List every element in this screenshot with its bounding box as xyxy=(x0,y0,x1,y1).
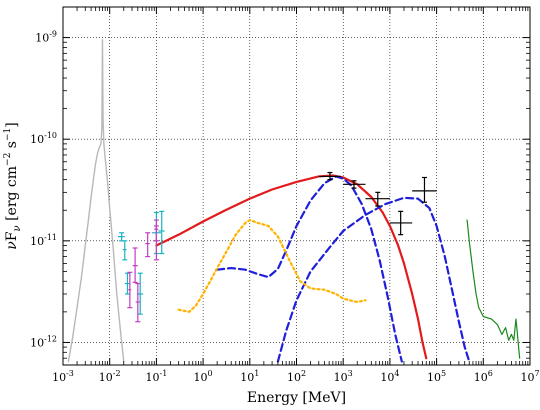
red-solid-line-1 xyxy=(155,174,428,360)
x-tick-exponent: -3 xyxy=(66,369,74,378)
y-tick-exponent: -12 xyxy=(44,334,57,343)
x-tick-label: 105 xyxy=(427,369,446,384)
magenta-errorbars-series xyxy=(127,219,159,323)
x-tick-base: 10 xyxy=(520,371,534,384)
y-axis-title: νFν [erg cm−2 s−1] xyxy=(3,122,23,249)
x-tick-base: 10 xyxy=(427,371,441,384)
y-axis-title-f: F xyxy=(4,231,20,241)
x-tick-base: 10 xyxy=(380,371,394,384)
y-tick-base: 10 xyxy=(35,32,49,45)
y-axis-title-unit-open: [erg cm xyxy=(4,166,20,225)
green-solid-line-5 xyxy=(466,219,521,359)
orange-dotted-line-4 xyxy=(177,218,367,313)
x-tick-label: 10-1 xyxy=(146,369,168,384)
plot-clipped-group xyxy=(67,39,521,363)
y-tick-exponent: -10 xyxy=(44,131,57,140)
x-tick-label: 100 xyxy=(194,369,213,384)
black-errorbars-series xyxy=(318,171,437,236)
y-axis-title-sub: ν xyxy=(12,225,23,231)
x-tick-label: 102 xyxy=(287,369,306,384)
y-tick-label: 10-10 xyxy=(30,131,57,146)
y-tick-base: 10 xyxy=(30,235,44,248)
x-tick-exponent: -1 xyxy=(160,369,168,378)
y-axis-title-s: s xyxy=(4,141,20,153)
x-tick-exponent: 0 xyxy=(208,369,213,378)
x-tick-base: 10 xyxy=(334,371,348,384)
blue-dashed-line-2 xyxy=(216,175,403,363)
x-tick-exponent: -2 xyxy=(113,369,121,378)
x-tick-base: 10 xyxy=(194,371,208,384)
x-tick-base: 10 xyxy=(146,371,160,384)
x-tick-exponent: 4 xyxy=(394,369,399,378)
x-tick-exponent: 5 xyxy=(441,369,446,378)
y-tick-exponent: -9 xyxy=(49,30,57,39)
ticks: 10-3 10-2 10-1 100 101 102 103 104 105 106 10710-1… xyxy=(30,6,540,384)
y-tick-label: 10-12 xyxy=(30,334,57,349)
x-tick-exponent: 3 xyxy=(348,369,353,378)
x-tick-label: 10-2 xyxy=(99,369,121,384)
x-tick-base: 10 xyxy=(52,371,66,384)
x-tick-label: 107 xyxy=(520,369,539,384)
x-tick-label: 101 xyxy=(240,369,259,384)
x-tick-base: 10 xyxy=(240,371,254,384)
series-layer xyxy=(67,39,521,363)
x-tick-label: 103 xyxy=(334,369,353,384)
y-tick-label: 10-9 xyxy=(35,30,57,45)
x-tick-base: 10 xyxy=(474,371,488,384)
x-axis-title: Energy [MeV] xyxy=(247,390,346,406)
y-axis-title-nu: ν xyxy=(4,241,20,250)
y-axis-title-close: ] xyxy=(4,122,20,127)
y-tick-label: 10-11 xyxy=(30,233,57,248)
x-tick-label: 10-3 xyxy=(52,369,74,384)
plot-background xyxy=(63,7,530,365)
x-tick-base: 10 xyxy=(287,371,301,384)
y-tick-base: 10 xyxy=(30,133,44,146)
y-axis-title-exp2: −1 xyxy=(3,128,13,141)
x-tick-exponent: 6 xyxy=(488,369,493,378)
y-tick-base: 10 xyxy=(30,336,44,349)
y-axis-title-exp1: −2 xyxy=(3,153,13,166)
y-tick-exponent: -11 xyxy=(44,233,57,242)
x-tick-exponent: 2 xyxy=(301,369,306,378)
x-tick-exponent: 1 xyxy=(254,369,259,378)
x-tick-base: 10 xyxy=(99,371,113,384)
x-tick-exponent: 7 xyxy=(534,369,539,378)
gray-solid-line-0 xyxy=(67,39,125,363)
x-tick-label: 106 xyxy=(474,369,493,384)
x-tick-label: 104 xyxy=(380,369,399,384)
